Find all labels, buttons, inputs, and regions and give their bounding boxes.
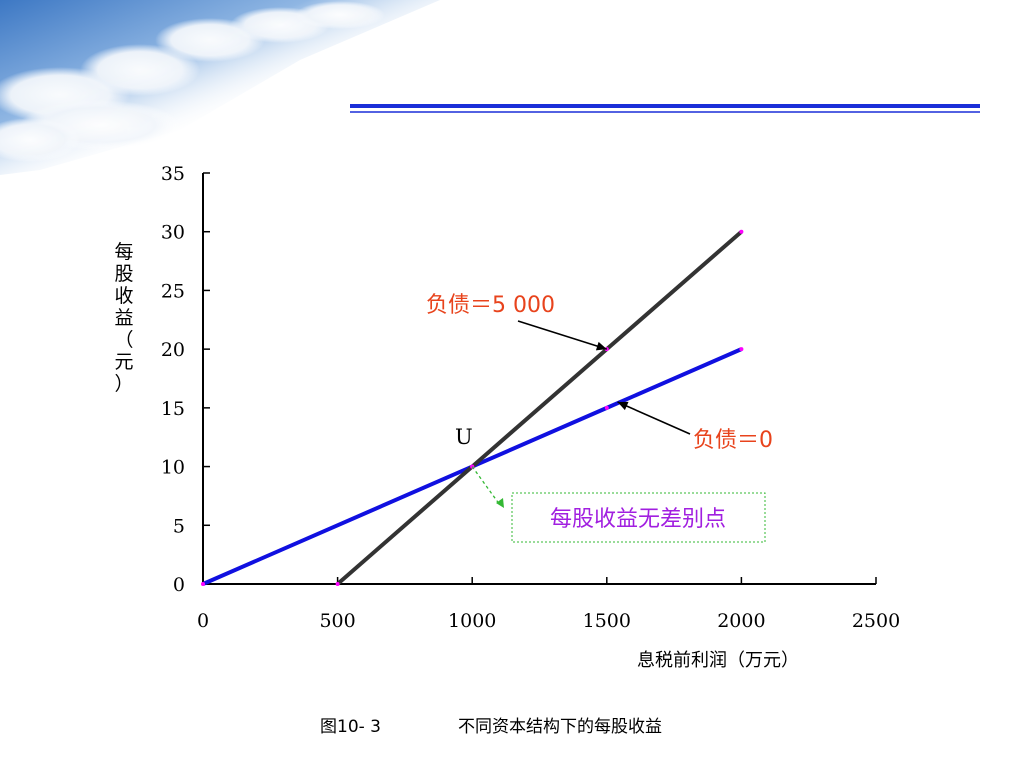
indifference-box [511,492,766,543]
y-axis-ticks: 0 5 10 15 20 25 30 35 [161,163,210,596]
y-tick-label: 0 [173,574,185,596]
data-point [739,347,744,352]
x-tick-label: 2000 [717,610,765,632]
arrowhead-debt-5000 [595,341,607,351]
y-tick-label: 10 [161,457,185,479]
arrowhead-debt-0 [617,401,629,411]
x-tick-label: 2500 [852,610,900,632]
y-tick-label: 20 [161,339,185,361]
indifference-point-label: U [455,425,473,449]
series-lines [202,230,743,586]
data-point [604,405,609,410]
callout-connector [471,466,503,506]
series-markers [201,229,744,586]
x-tick-label: 0 [197,610,209,632]
arrow-debt-5000 [517,320,608,350]
y-tick-label: 35 [161,163,185,185]
y-tick-label: 15 [161,398,185,420]
x-tick-label: 1500 [583,610,631,632]
data-point [739,229,744,234]
axes [202,173,876,585]
figure-number: 图10- 3 [320,717,381,737]
figure-caption: 不同资本结构下的每股收益 [458,717,662,737]
annotation-debt-5000: 负债＝5 000 [426,293,555,318]
callout-arrowhead [496,498,504,508]
annotation-debt-0: 负债＝0 [693,428,773,453]
y-tick-label: 30 [161,222,185,244]
x-tick-label: 500 [319,610,355,632]
data-point [201,582,205,586]
x-tick-label: 1000 [448,610,496,632]
series-line-debt-0 [202,347,743,586]
x-axis-ticks: 0 500 1000 1500 2000 2500 [197,577,900,632]
x-axis-label: 息税前利润（万元） [637,650,799,671]
arrow-debt-0 [617,401,691,435]
header-divider [350,104,980,113]
sky-banner [0,0,440,175]
y-tick-label: 5 [173,515,185,537]
y-axis-label: 每股收益（元） [114,241,133,395]
data-point [335,582,340,586]
series-line-debt-5000 [336,230,743,586]
y-tick-label: 25 [161,280,185,302]
indifference-box-label: 每股收益无差别点 [550,507,726,532]
